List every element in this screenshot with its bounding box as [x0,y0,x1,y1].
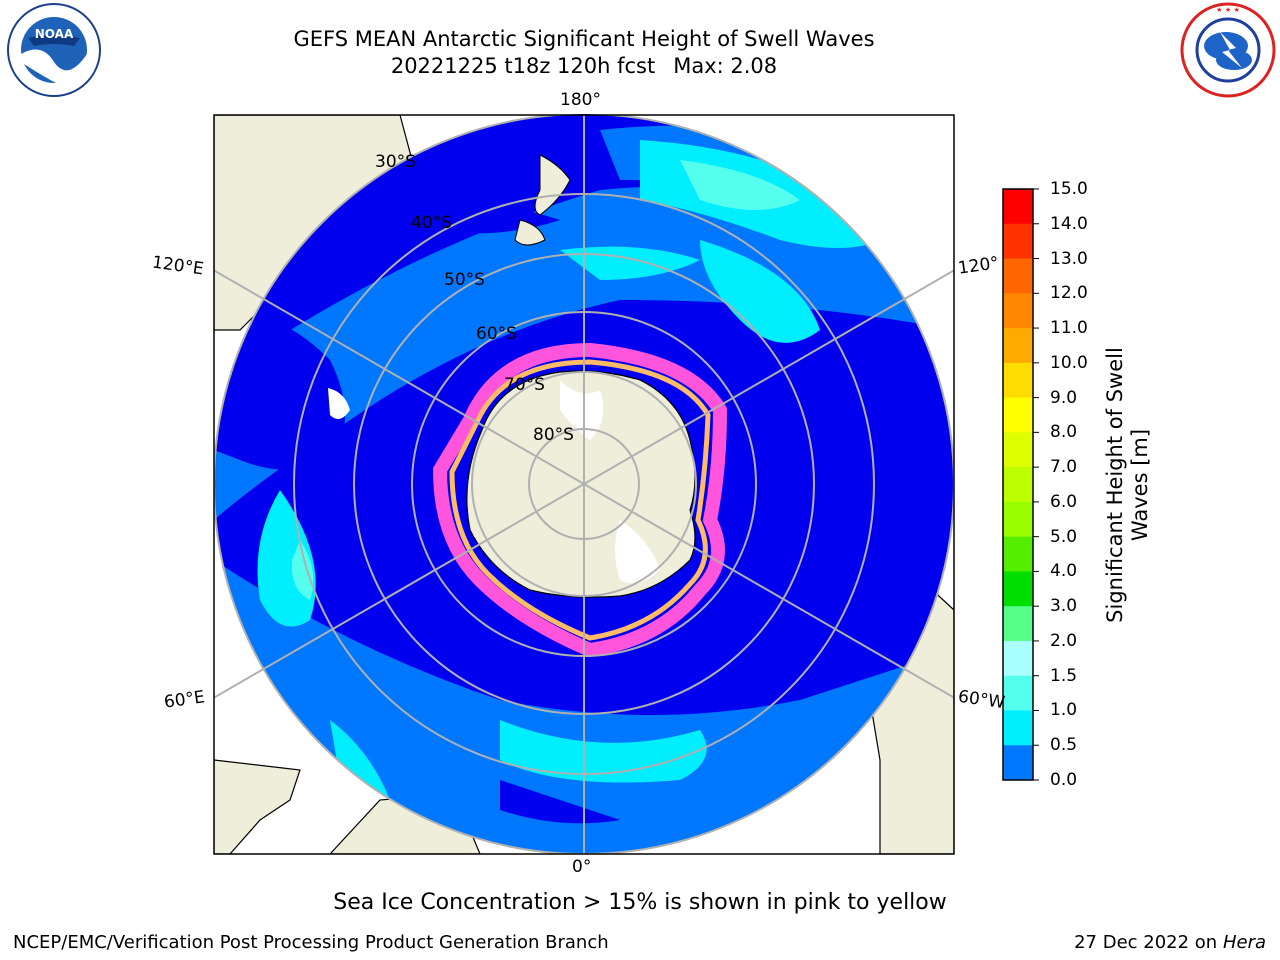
title-line2: 20221225 t18z 120h fcst Max: 2.08 [184,53,984,80]
colorbar-tick-label: 1.5 [1050,665,1078,686]
title-line1: GEFS MEAN Antarctic Significant Height o… [293,27,875,51]
run-label: 20221225 t18z 120h fcst [390,54,656,78]
colorbar-tick-label: 8.0 [1050,422,1078,443]
noaa-logo-text: NOAA [35,27,74,41]
svg-text:★ ★ ★: ★ ★ ★ [1216,6,1240,14]
footer-date: 27 Dec 2022 on Hera [1074,932,1266,953]
nws-logo-icon: ★ ★ ★ [1180,2,1276,98]
colorbar-tick-label: 3.0 [1050,596,1078,617]
footer-date-text: 27 Dec 2022 on [1074,932,1218,953]
colorbar-tick-label: 6.0 [1050,491,1078,512]
colorbar-segment [1003,606,1033,642]
colorbar-tick-label: 5.0 [1050,526,1078,547]
colorbar-segment [1003,536,1033,572]
footer-machine: Hera [1222,932,1266,953]
lat-label-40s: 40°S [411,213,452,233]
lon-label-top: 180° [560,90,601,110]
colorbar-tick-label: 15.0 [1050,179,1088,199]
colorbar-tick-label: 2.0 [1050,630,1078,651]
lon-label-bottom: 0° [572,857,592,877]
colorbar-tick-label: 12.0 [1050,283,1088,304]
colorbar-segment [1003,397,1033,433]
longitude-line [583,483,954,699]
colorbar-segment [1003,293,1033,329]
colorbar-tick-label: 0.0 [1050,770,1078,790]
colorbar-segment [1003,223,1033,260]
colorbar-tick-label: 13.0 [1050,248,1088,269]
colorbar-segment [1003,640,1033,677]
footer-credit: NCEP/EMC/Verification Post Processing Pr… [13,932,609,953]
colorbar-tick-label: 4.0 [1050,561,1078,582]
lat-label-70s: 70°S [504,375,545,395]
longitude-line [214,483,585,699]
colorbar-tick-label: 1.0 [1050,700,1078,721]
colorbar-segment [1003,189,1033,225]
colorbar-title: Significant Height of Swell Waves [m] [1103,347,1152,623]
colorbar-segment [1003,501,1033,538]
colorbar-segment [1003,328,1033,364]
sea-ice-note: Sea Ice Concentration > 15% is shown in … [333,890,947,915]
lat-label-30s: 30°S [375,152,416,172]
map-frame [213,114,955,855]
colorbar-segment [1003,571,1033,607]
colorbar-tick-label: 11.0 [1050,318,1088,339]
colorbar-tick-label: 9.0 [1050,387,1078,408]
colorbar-tick-label: 14.0 [1050,213,1088,234]
colorbar-border [1002,188,1034,781]
colorbar-tick-label: 7.0 [1050,457,1078,478]
colorbar [1002,188,1039,781]
colorbar-segment [1003,710,1033,746]
colorbar-tick-label: 10.0 [1050,352,1088,373]
longitude-line [214,269,585,485]
max-label: Max: 2.08 [673,54,778,78]
graticule [214,115,954,854]
longitude-line [583,269,954,485]
colorbar-segment [1003,258,1033,294]
lat-label-80s: 80°S [533,425,574,445]
lat-label-60s: 60°S [476,324,517,344]
chart-title: GEFS MEAN Antarctic Significant Height o… [184,26,984,80]
colorbar-segment [1003,362,1033,399]
colorbar-tick-label: 0.5 [1050,735,1078,756]
colorbar-segment [1003,745,1033,781]
lat-label-50s: 50°S [444,270,485,290]
colorbar-segment [1003,432,1033,468]
colorbar-segment [1003,467,1033,503]
noaa-logo-icon: NOAA [7,3,101,97]
colorbar-segment [1003,675,1033,711]
